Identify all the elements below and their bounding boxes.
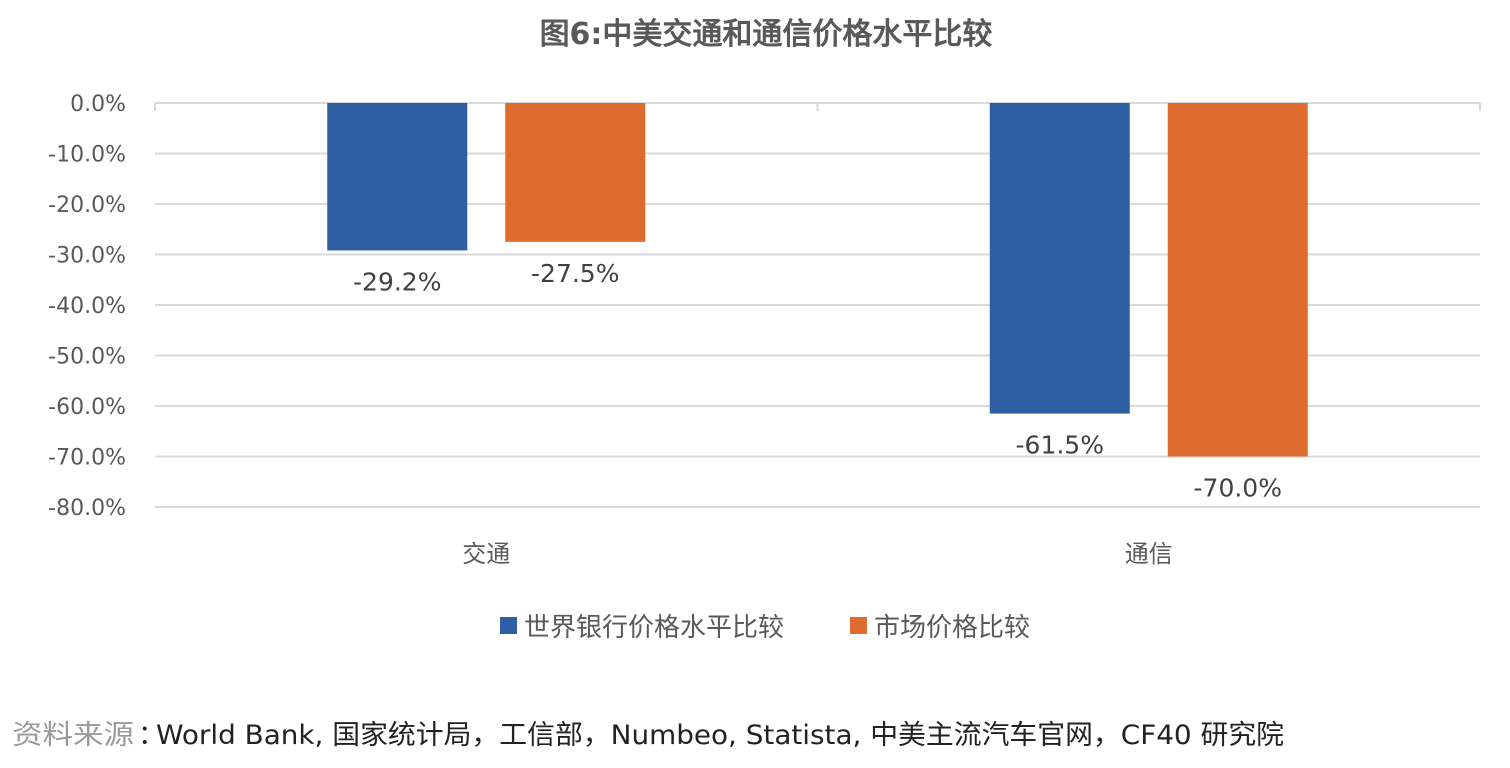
data-label: -29.2% <box>353 267 441 296</box>
y-tick-label: -60.0% <box>48 395 126 420</box>
bar <box>989 103 1130 414</box>
y-tick-label: -40.0% <box>48 294 126 319</box>
y-tick-label: 0.0% <box>70 92 126 117</box>
y-tick-label: -70.0% <box>48 446 126 471</box>
y-tick-label: -80.0% <box>48 496 126 521</box>
y-tick-label: -10.0% <box>48 143 126 168</box>
x-axis-categories: 交通 通信 <box>462 540 1173 568</box>
bars <box>327 103 1308 457</box>
bar <box>327 103 468 251</box>
source-colon: ： <box>138 720 165 751</box>
source-label: 资料来源 <box>12 720 134 751</box>
source-note: 资料来源 ： World Bank, 国家统计局，工信部，Numbeo, Sta… <box>12 720 1284 751</box>
legend-label: 市场价格比较 <box>874 613 1030 643</box>
chart-title: 图6:中美交通和通信价格水平比较 <box>540 17 993 52</box>
data-labels: -29.2% -27.5% -61.5% -70.0% <box>353 259 1282 503</box>
y-tick-label: -50.0% <box>48 345 126 370</box>
bar <box>505 103 646 242</box>
category-label: 交通 <box>462 540 510 568</box>
data-label: -27.5% <box>531 259 619 288</box>
bar <box>1167 103 1308 457</box>
legend-swatch <box>850 617 867 634</box>
source-text: World Bank, 国家统计局，工信部，Numbeo, Statista, … <box>156 720 1284 751</box>
legend-swatch <box>500 617 517 634</box>
y-tick-label: -30.0% <box>48 244 126 269</box>
legend: 世界银行价格水平比较 市场价格比较 <box>500 613 1030 643</box>
data-label: -61.5% <box>1016 431 1104 460</box>
y-axis-ticks: 0.0% -10.0% -20.0% -30.0% -40.0% -50.0% -60.0%… <box>48 92 126 521</box>
legend-label: 世界银行价格水平比较 <box>524 613 784 643</box>
category-label: 通信 <box>1125 540 1173 568</box>
data-label: -70.0% <box>1194 474 1282 503</box>
y-tick-label: -20.0% <box>48 193 126 218</box>
